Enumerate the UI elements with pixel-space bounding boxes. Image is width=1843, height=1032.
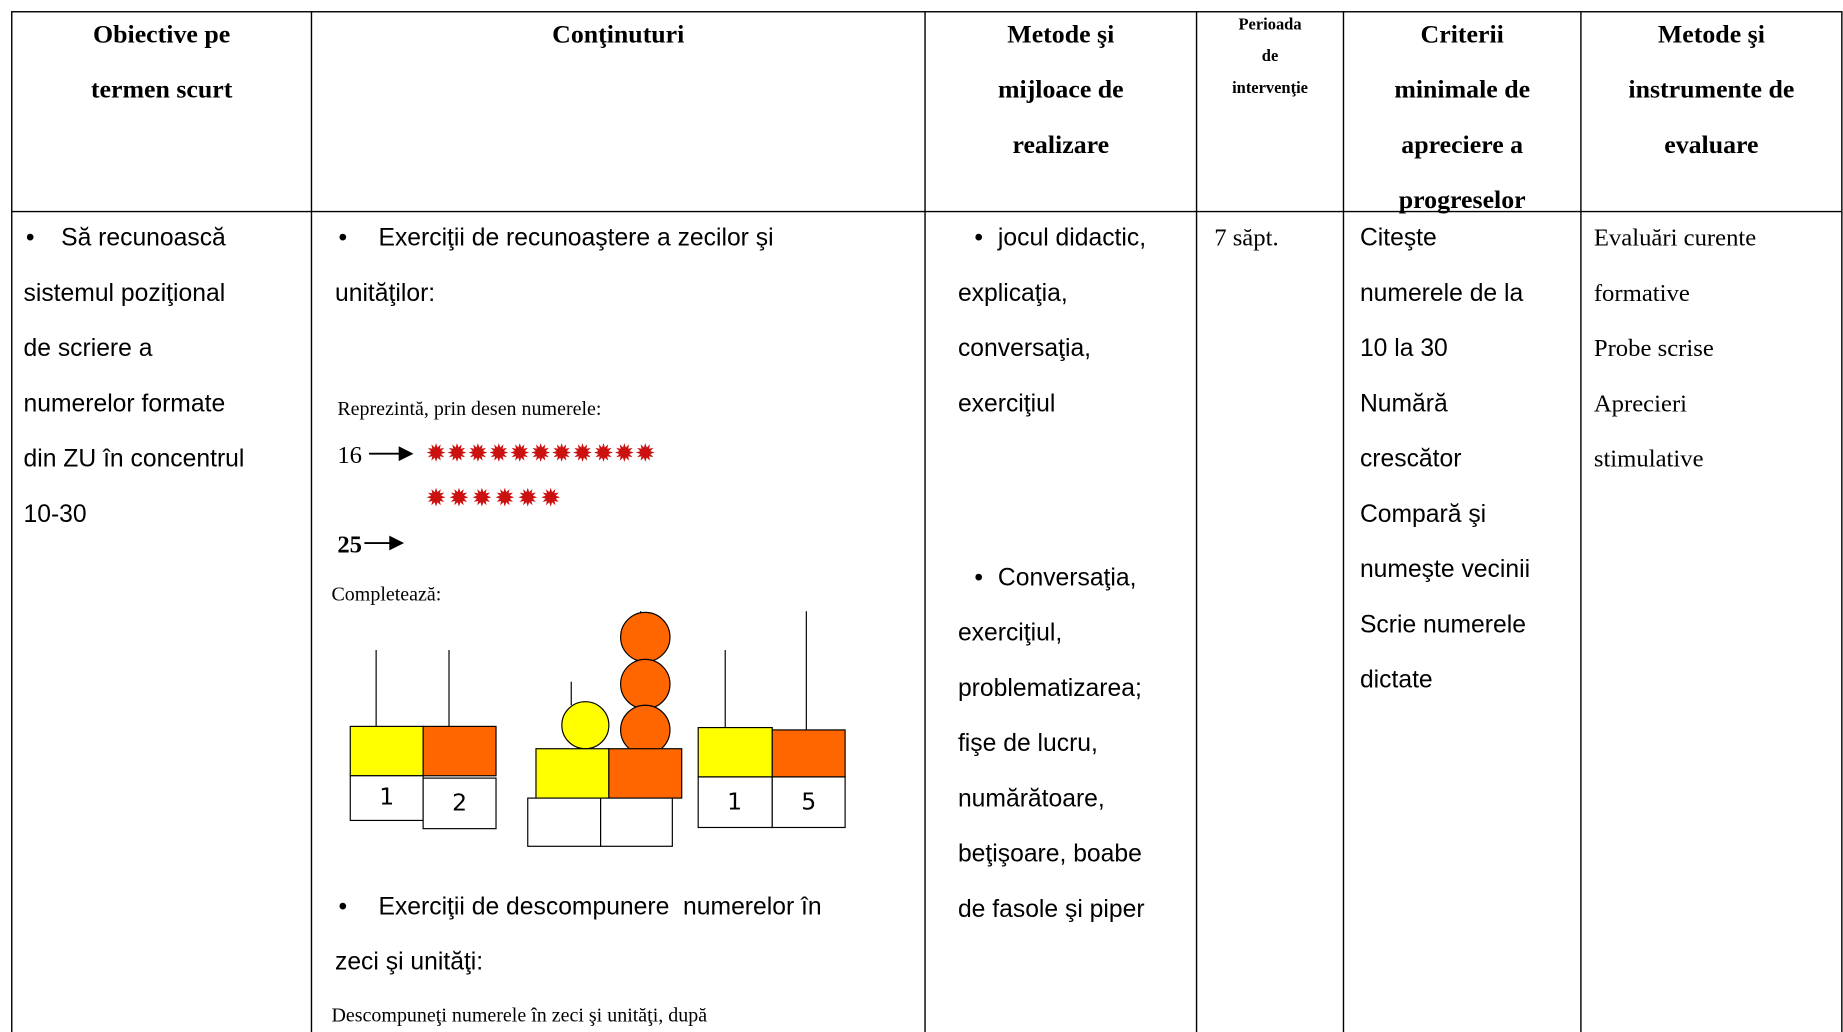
star <box>541 487 561 507</box>
contents-line: Exerciţii de recunoaştere a zecilor şi <box>378 224 774 252</box>
criteria-line: Numără <box>1359 390 1448 418</box>
methods-line: explicaţia, <box>957 279 1068 307</box>
bullet: • <box>338 224 348 252</box>
star <box>635 443 655 462</box>
evaluation-line: stimulative <box>1593 444 1704 473</box>
contents-line: unităţilor: <box>334 279 436 307</box>
criteria-line: Citeşte <box>1359 224 1437 252</box>
header-cell-line: Obiective pe <box>93 18 231 49</box>
criteria-line: Scrie numerele <box>1359 611 1526 639</box>
period: 7 săpt. <box>1214 223 1279 252</box>
star <box>489 443 509 462</box>
objective-line: numerelor formate <box>23 390 226 418</box>
star <box>594 443 613 462</box>
star <box>426 487 446 507</box>
header-cell-line: mijloace de <box>997 74 1124 104</box>
evaluation-line: Probe scrise <box>1593 333 1714 363</box>
evaluation-line: Evaluări curente <box>1593 223 1757 252</box>
header-cell-line: Perioada <box>1238 16 1302 35</box>
stars <box>426 443 655 507</box>
bullet: • <box>338 893 348 921</box>
instruction: Reprezintă, prin desen numerele: <box>337 397 602 420</box>
criteria-line: 10 la 30 <box>1359 334 1448 363</box>
methods-line: numărătoare, <box>957 785 1105 813</box>
criteria-line: dictate <box>1359 666 1433 694</box>
table-borders <box>11 11 1843 1032</box>
abacus-digit: 5 <box>801 787 816 815</box>
star <box>495 487 515 507</box>
methods-line: exerciţiul <box>957 390 1056 418</box>
abacus-digit: 2 <box>452 788 467 816</box>
star <box>552 443 572 462</box>
header-cell-line: termen scurt <box>90 74 233 104</box>
evaluation-line: Aprecieri <box>1593 389 1688 418</box>
star <box>531 443 551 462</box>
methods-line: beţişoare, boabe <box>957 840 1142 868</box>
criteria-line: numerele de la <box>1359 279 1524 307</box>
bullet: • <box>25 224 35 252</box>
objective-line: din ZU în concentrul <box>23 445 245 473</box>
header-cell-line: minimale de <box>1394 74 1531 104</box>
contents-line: zeci şi unităţi: <box>334 948 484 976</box>
objective-line: 10-30 <box>23 500 87 528</box>
star <box>468 443 488 462</box>
abacus-digit: 1 <box>379 783 394 811</box>
star <box>510 443 530 462</box>
criteria-line: crescător <box>1359 445 1462 473</box>
star <box>449 487 469 507</box>
objective-line: Să recunoască <box>61 224 226 252</box>
header-cell-line: apreciere a <box>1401 129 1524 159</box>
methods-line: Conversaţia, <box>997 564 1137 592</box>
criteria-line: Compară şi <box>1359 500 1487 528</box>
header-cell-line: Metode şi <box>1657 18 1765 49</box>
abacus-digit: 1 <box>727 787 742 815</box>
objective-line: de scriere a <box>23 334 153 363</box>
header-cell-line: intervenţie <box>1232 79 1308 98</box>
star <box>426 443 446 462</box>
header-cell-line: Conţinuturi <box>552 18 685 49</box>
bullet: • <box>974 224 984 252</box>
header-cell-line: evaluare <box>1664 129 1759 159</box>
header-cell-line: instrumente de <box>1628 74 1795 104</box>
header-cell-line: Metode şi <box>1007 18 1115 49</box>
evaluation-line: formative <box>1593 278 1690 307</box>
criteria-line: numeşte vecinii <box>1359 555 1531 583</box>
methods-line: jocul didactic, <box>997 224 1147 252</box>
star <box>472 487 492 507</box>
number: 16 <box>337 440 363 469</box>
methods-line: conversaţia, <box>957 334 1092 363</box>
header-cell-line: de <box>1261 48 1279 66</box>
bullet: • <box>974 564 984 592</box>
star <box>573 443 592 462</box>
header-cell-line: Criterii <box>1420 18 1504 49</box>
methods-line: exerciţiul, <box>957 619 1063 647</box>
star <box>447 443 467 462</box>
number: 25 <box>337 530 363 559</box>
abacus-drawings <box>349 611 846 847</box>
star <box>614 443 634 462</box>
methods-line: problematizarea; <box>957 674 1142 702</box>
star <box>518 487 538 507</box>
methods-line: de fasole şi piper <box>957 895 1145 923</box>
objective-line: sistemul poziţional <box>23 279 226 307</box>
arrows <box>364 446 414 551</box>
methods-line: fişe de lucru, <box>957 729 1098 757</box>
instruction: Completează: <box>331 582 442 606</box>
header-cell-line: progreselor <box>1398 184 1526 214</box>
header-cell-line: realizare <box>1012 129 1110 159</box>
instruction: Descompuneţi numerele în zeci şi unităţi… <box>331 1003 708 1027</box>
contents-line: Exerciţii de descompunere numerelor în <box>378 893 822 921</box>
